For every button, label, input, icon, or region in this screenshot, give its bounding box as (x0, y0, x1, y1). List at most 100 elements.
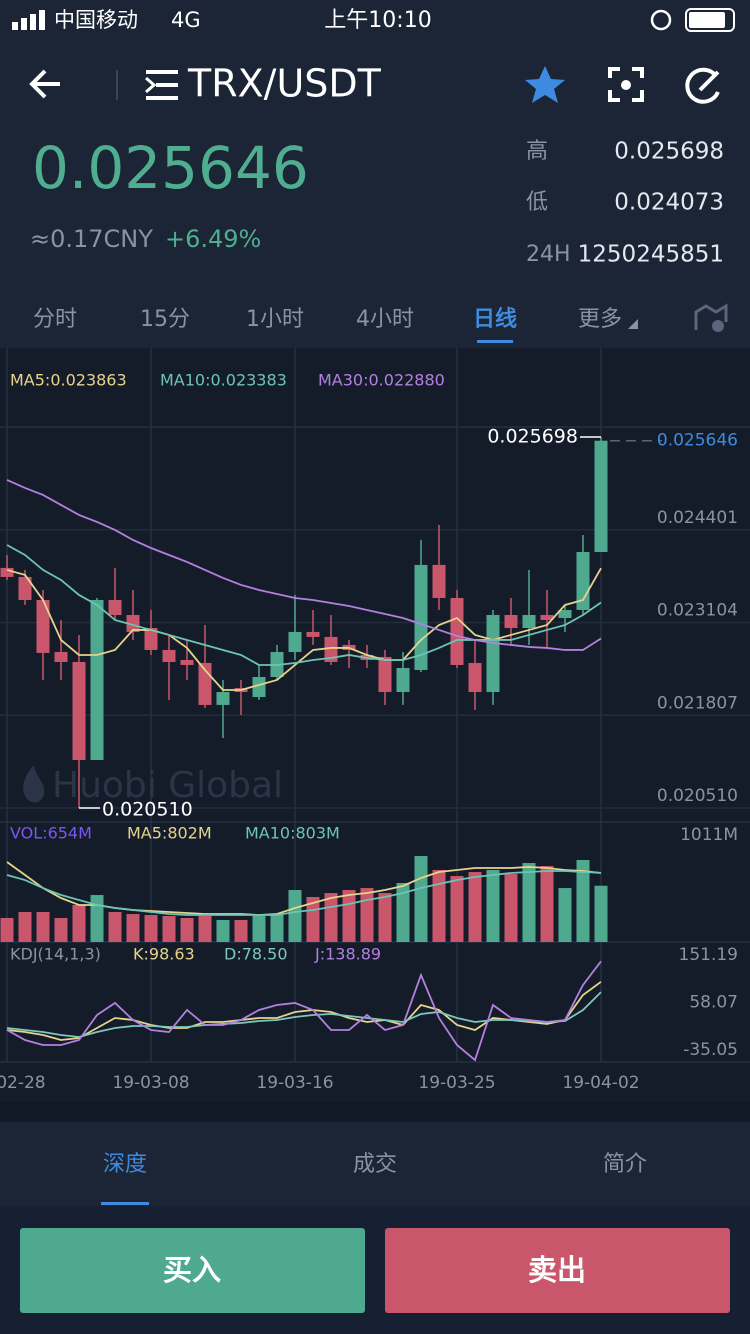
volume-bar (504, 874, 518, 942)
more-arrow (628, 319, 638, 329)
stat-value: 1250245851 (578, 242, 724, 268)
last-price: 0.025646 (32, 134, 309, 202)
legend-entry: MA30:0.022880 (318, 371, 445, 390)
volume-bar (576, 859, 590, 942)
period-tab[interactable]: 4小时 (356, 307, 414, 332)
favorite-star[interactable] (525, 66, 565, 103)
kline-chart: 19-02-28 19-03-08 19-03-16 19-03-25 19-04-02… (0, 348, 750, 1093)
period-tab[interactable]: 日线 (473, 306, 517, 332)
volume-bar (234, 919, 248, 942)
period-tab[interactable]: 分时 (33, 307, 77, 332)
candle-body (72, 661, 86, 761)
settings-gear[interactable] (712, 320, 724, 332)
candle-body (378, 656, 392, 693)
series-line (6, 479, 602, 651)
series-line (6, 960, 602, 1062)
volume-bar (594, 885, 608, 942)
x-tick-label: 19-03-25 (418, 1073, 495, 1093)
watermark: Huobi Global (52, 765, 283, 806)
cny-price: ≈0.17CNY (30, 225, 153, 253)
volume-bar (126, 914, 140, 942)
volume-bar (468, 872, 482, 942)
candle-body (36, 599, 50, 653)
menu-icon[interactable] (145, 70, 178, 100)
bottom-tab[interactable]: 成交 (353, 1152, 397, 1177)
y-tick-label: 0.020510 (657, 786, 738, 806)
candle-body (558, 609, 572, 618)
candle-body (522, 614, 536, 629)
scan-icon[interactable] (608, 67, 644, 102)
y-tick-label: 0.023104 (657, 601, 738, 621)
buy-button[interactable] (20, 1228, 365, 1313)
volume-bar (54, 917, 68, 942)
legend-entry: MA5:0.023863 (10, 371, 127, 390)
series-line (6, 544, 602, 666)
bottom-tab[interactable]: 简介 (603, 1152, 647, 1177)
volume-bar (270, 914, 284, 942)
stat-label: 24H (526, 242, 571, 267)
candle-body (126, 614, 140, 632)
volume-bar (486, 869, 500, 942)
network: 4G (171, 8, 201, 32)
legend-entry: VOL:654M (10, 824, 92, 843)
candle-body (216, 692, 230, 705)
lock-icon (650, 9, 672, 31)
candle-body (90, 599, 104, 761)
volume-bar (18, 911, 32, 942)
stat-label: 高 (526, 139, 548, 164)
volume-bar (288, 890, 302, 942)
volume-bar (414, 856, 428, 942)
period-tabs: 分时 15分 1小时 4小时 日线 更多 (33, 306, 638, 343)
y-tick-label: 58.07 (689, 993, 738, 1013)
legend-entry: J:138.89 (314, 945, 381, 964)
y-tick-label: 151.19 (679, 945, 738, 965)
indicator-title: KDJ(14,1,3) (10, 945, 101, 964)
stat-label: 低 (526, 190, 548, 215)
candle-body (252, 676, 266, 698)
candle-body (288, 631, 302, 652)
price-change: +6.49% (165, 225, 261, 253)
candle-body (432, 564, 446, 598)
legend-entry: D:78.50 (224, 945, 288, 964)
volume-bar (72, 904, 86, 942)
period-tab[interactable]: 1小时 (246, 307, 304, 332)
active-underline (101, 1202, 149, 1205)
back-button[interactable] (29, 69, 60, 99)
sell-button[interactable] (385, 1228, 730, 1313)
volume-bar (378, 893, 392, 942)
y-tick-label: 1011M (680, 825, 738, 845)
carrier: 中国移动 (54, 8, 138, 32)
legend-entry: MA10:0.023383 (160, 371, 287, 390)
series-line (6, 991, 602, 1038)
pair-title: TRX/USDT (187, 62, 382, 106)
active-underline (477, 340, 513, 343)
candle-body (54, 651, 68, 662)
x-tick-label: 19-02-28 (0, 1073, 46, 1093)
candle-body (0, 567, 14, 577)
high-marker-label: 0.025698 (487, 426, 578, 448)
period-tab[interactable]: 更多 (578, 307, 622, 332)
volume-bar (180, 917, 194, 942)
volume-bar (144, 914, 158, 942)
volume-bar (522, 863, 536, 942)
y-tick-label: -35.05 (683, 1040, 738, 1060)
period-tab[interactable]: 15分 (140, 307, 190, 332)
candle-body (306, 631, 320, 637)
volume-bar (396, 882, 410, 942)
bottom-tabs: 深度 成交 简介 (101, 1152, 647, 1205)
candle-body (468, 662, 482, 693)
chart-panel (0, 348, 750, 1102)
refresh-icon[interactable] (685, 67, 720, 104)
clock: 上午10:10 (324, 8, 431, 33)
volume-bar (432, 869, 446, 942)
volume-bar (558, 888, 572, 942)
volume-bar (108, 911, 122, 942)
volume-bar (324, 893, 338, 942)
y-tick-label: 0.024401 (657, 508, 738, 528)
candle-body (162, 649, 176, 662)
bottom-tab[interactable]: 深度 (103, 1152, 147, 1177)
watermark-logo (23, 765, 45, 803)
settings-icon[interactable] (694, 303, 728, 330)
